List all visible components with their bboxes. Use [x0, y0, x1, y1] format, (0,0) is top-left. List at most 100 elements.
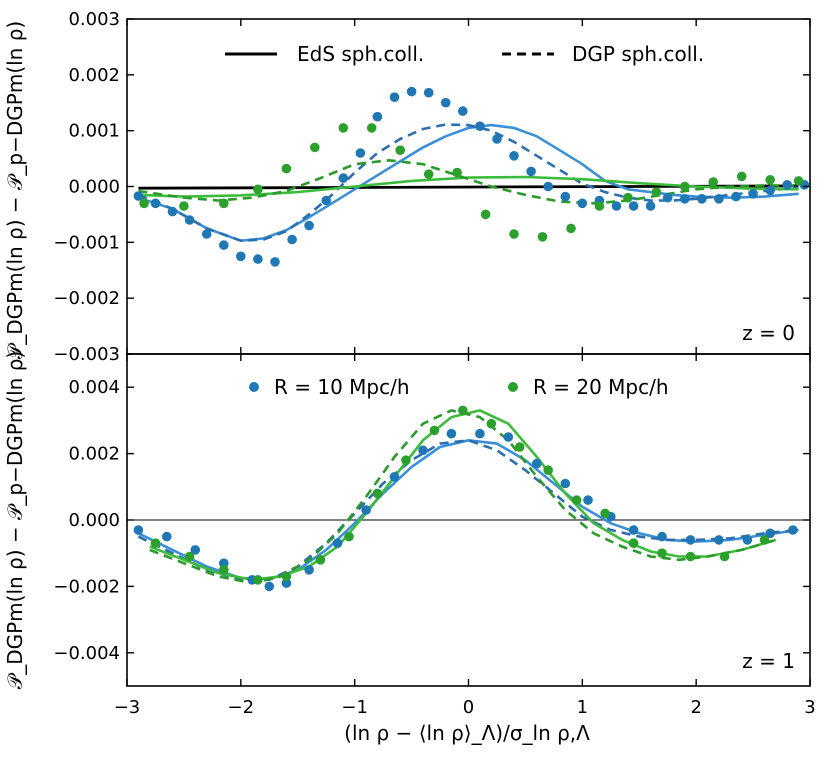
data-point-r-20-mpc-h — [219, 565, 229, 575]
data-point-r-10-mpc-h — [332, 538, 343, 548]
data-point-r-10-mpc-h — [133, 191, 144, 201]
data-point-r-10-mpc-h — [560, 478, 571, 489]
data-point-r-10-mpc-h — [714, 535, 724, 545]
top-axes: −0.003 −0.002 −0.001 0.000 0.001 0.002 0.003 — [53, 9, 811, 365]
data-point-r-10-mpc-h — [611, 201, 622, 211]
y-tick-label: −0.004 — [53, 643, 120, 664]
data-point-r-10-mpc-h — [304, 220, 314, 231]
data-point-r-20-mpc-h — [310, 142, 320, 153]
data-point-r-10-mpc-h — [167, 206, 178, 217]
data-point-r-20-mpc-h — [793, 176, 804, 186]
data-point-r-10-mpc-h — [372, 111, 383, 122]
bottom-axes: −3 −2 −1 0 1 2 3 −0.004 −0.002 0.000 0.002 0.004 — [53, 353, 816, 718]
data-point-r-10-mpc-h — [389, 92, 400, 102]
x-tick-label: −3 — [114, 697, 141, 718]
data-point-r-20-mpc-h — [219, 198, 229, 209]
series-line-r-20-mpc-h-eds — [138, 175, 799, 198]
legend-r10-label: R = 10 Mpc/h — [274, 375, 410, 399]
x-tick-label: −2 — [228, 697, 255, 718]
data-point-r-10-mpc-h — [264, 581, 275, 592]
data-point-r-10-mpc-h — [788, 525, 798, 535]
data-point-r-10-mpc-h — [389, 472, 400, 482]
series-line-r-10-mpc-h-dgp — [137, 123, 799, 242]
y-tick-label: −0.003 — [53, 344, 120, 365]
data-point-r-10-mpc-h — [270, 257, 280, 267]
data-point-r-20-mpc-h — [537, 232, 548, 242]
data-point-r-10-mpc-h — [685, 535, 696, 545]
x-tick-label: 2 — [690, 697, 701, 718]
data-point-r-10-mpc-h — [742, 535, 753, 545]
data-point-r-20-mpc-h — [253, 575, 263, 585]
data-point-r-10-mpc-h — [253, 254, 263, 264]
data-point-r-10-mpc-h — [560, 191, 571, 202]
data-point-r-10-mpc-h — [645, 201, 656, 211]
data-point-r-10-mpc-h — [509, 151, 519, 161]
data-point-r-10-mpc-h — [321, 195, 332, 206]
y-tick-label: 0.003 — [68, 9, 120, 30]
bottom-legend: R = 10 Mpc/h R = 20 Mpc/h — [249, 375, 669, 399]
data-point-r-10-mpc-h — [532, 458, 542, 469]
data-point-r-20-mpc-h — [509, 229, 519, 239]
data-point-r-20-mpc-h — [184, 551, 195, 562]
data-point-r-20-mpc-h — [600, 508, 610, 519]
data-point-r-10-mpc-h — [184, 215, 195, 225]
y-tick-label: 0.001 — [68, 121, 120, 142]
data-point-r-20-mpc-h — [628, 538, 639, 548]
data-point-r-20-mpc-h — [253, 184, 263, 195]
x-tick-label: 3 — [804, 697, 815, 718]
bottom-plot-area — [127, 405, 810, 592]
data-point-r-20-mpc-h — [657, 548, 667, 558]
data-point-r-20-mpc-h — [594, 201, 605, 211]
data-point-r-10-mpc-h — [782, 180, 792, 190]
legend-r10-marker-icon — [249, 382, 259, 392]
data-point-r-10-mpc-h — [287, 234, 297, 245]
series-line-r-10-mpc-h-dgp — [137, 439, 799, 582]
data-point-r-10-mpc-h — [440, 97, 451, 108]
data-point-r-20-mpc-h — [765, 175, 775, 185]
data-point-r-10-mpc-h — [628, 525, 639, 535]
data-point-r-20-mpc-h — [543, 465, 553, 476]
data-point-r-10-mpc-h — [162, 531, 172, 542]
data-point-r-10-mpc-h — [423, 87, 434, 98]
data-point-r-10-mpc-h — [492, 134, 502, 144]
y-tick-label: 0.000 — [68, 177, 120, 198]
data-point-r-10-mpc-h — [526, 166, 536, 177]
data-point-r-20-mpc-h — [514, 442, 525, 452]
data-point-r-10-mpc-h — [446, 428, 457, 439]
data-point-r-20-mpc-h — [680, 181, 690, 192]
data-point-r-10-mpc-h — [657, 531, 667, 542]
data-point-r-10-mpc-h — [680, 194, 690, 204]
top-panel: −0.003 −0.002 −0.001 0.000 0.001 0.002 0.003 z… — [3, 9, 811, 365]
data-point-r-10-mpc-h — [765, 185, 775, 196]
data-point-r-20-mpc-h — [736, 171, 747, 182]
data-point-r-10-mpc-h — [583, 495, 593, 505]
data-point-r-20-mpc-h — [338, 123, 349, 133]
data-point-r-20-mpc-h — [179, 201, 189, 211]
series-line-r-20-mpc-h-eds — [149, 409, 777, 582]
data-point-r-20-mpc-h — [150, 538, 161, 548]
y-tick-label: −0.001 — [53, 232, 120, 253]
data-point-r-10-mpc-h — [281, 578, 292, 588]
data-point-r-20-mpc-h — [281, 571, 292, 582]
data-point-r-20-mpc-h — [139, 198, 149, 209]
data-point-r-20-mpc-h — [315, 555, 326, 565]
data-point-r-20-mpc-h — [366, 123, 377, 133]
data-point-r-20-mpc-h — [480, 209, 491, 220]
bottom-y-axis-label: 𝒫_DGPm(ln ρ) − 𝒫_p−DGPm(ln ρ) — [3, 351, 27, 689]
x-tick-label: 0 — [463, 697, 474, 718]
bottom-panel-annotation: z = 1 — [742, 649, 795, 673]
data-point-r-10-mpc-h — [418, 445, 428, 456]
data-point-r-10-mpc-h — [731, 191, 741, 202]
data-point-r-20-mpc-h — [401, 455, 411, 466]
data-point-r-20-mpc-h — [685, 551, 696, 562]
data-point-r-10-mpc-h — [133, 525, 144, 535]
data-point-r-10-mpc-h — [577, 198, 588, 209]
x-axis-label: (ln ρ − ⟨ln ρ⟩_Λ)/σ_ln ρ,Λ — [344, 721, 590, 745]
data-point-r-20-mpc-h — [623, 192, 633, 203]
data-point-r-10-mpc-h — [304, 565, 314, 575]
data-point-r-20-mpc-h — [566, 223, 576, 234]
data-point-r-10-mpc-h — [765, 528, 775, 539]
legend-r20-label: R = 20 Mpc/h — [533, 375, 669, 399]
data-point-r-20-mpc-h — [486, 418, 497, 429]
